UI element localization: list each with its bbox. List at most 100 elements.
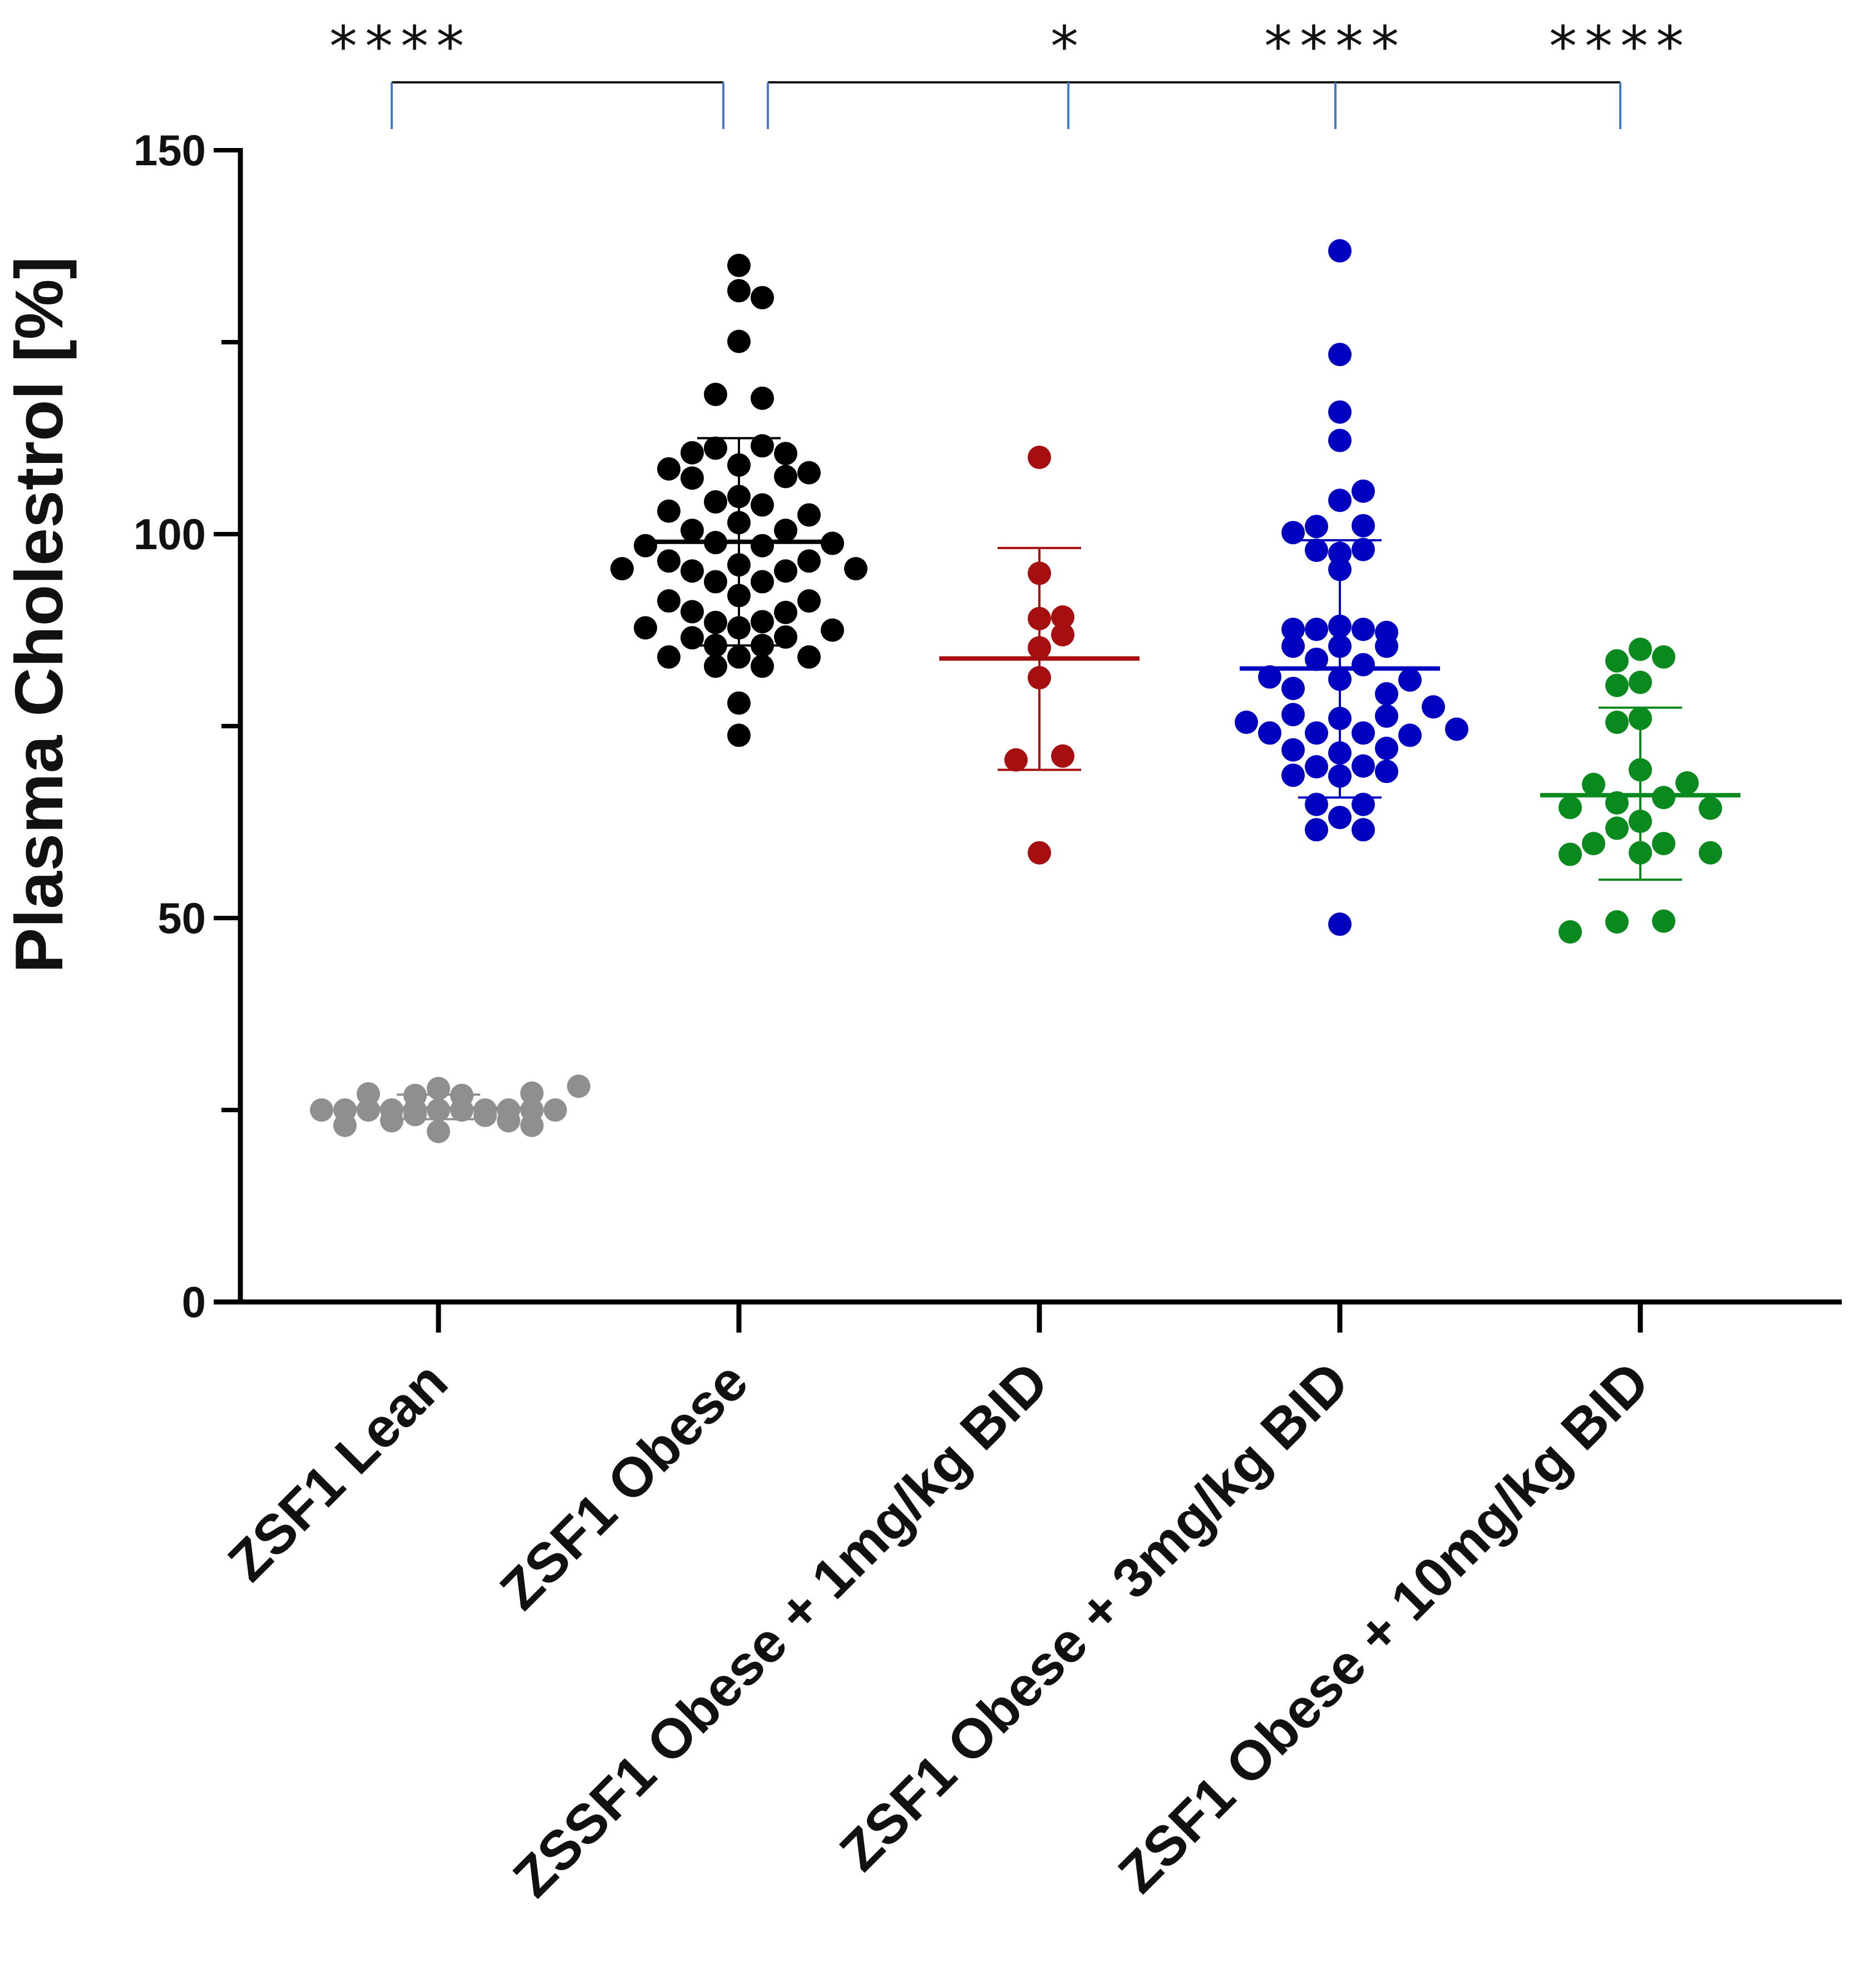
data-point [751, 285, 774, 309]
data-point [1051, 623, 1074, 647]
data-point [1605, 910, 1629, 934]
data-point [774, 442, 797, 466]
data-point [1605, 649, 1629, 673]
data-point [1675, 771, 1699, 795]
data-point [1305, 618, 1328, 642]
data-point [1051, 605, 1074, 629]
data-point [1281, 634, 1305, 658]
data-point [751, 493, 774, 517]
data-point [680, 600, 704, 624]
data-point [797, 461, 821, 485]
data-point [1028, 666, 1051, 690]
data-point [1328, 764, 1352, 788]
data-point [1305, 721, 1328, 745]
data-point [1629, 670, 1652, 694]
data-point [1281, 677, 1305, 701]
data-point [1375, 759, 1398, 783]
data-point [1605, 816, 1629, 840]
data-point [1305, 515, 1328, 539]
data-point [751, 434, 774, 458]
data-point [727, 329, 751, 353]
data-point [1028, 606, 1051, 630]
data-point [1352, 537, 1375, 561]
data-point [680, 441, 704, 465]
data-point [1258, 721, 1281, 745]
data-point [1281, 763, 1305, 787]
data-point [1328, 806, 1352, 830]
data-point [680, 466, 704, 490]
data-point [1629, 841, 1652, 865]
data-point [1652, 832, 1675, 856]
data-point [704, 654, 727, 678]
data-point [1328, 707, 1352, 731]
y-tick-label: 50 [157, 894, 206, 943]
data-point [797, 549, 821, 573]
data-point [1328, 400, 1352, 424]
data-point [1652, 786, 1675, 810]
data-point [403, 1083, 427, 1107]
data-point [1328, 741, 1352, 765]
data-point [310, 1098, 333, 1122]
data-point [1375, 737, 1398, 761]
data-point [774, 519, 797, 542]
data-point [1398, 668, 1422, 692]
data-point [1629, 810, 1652, 833]
data-point [680, 519, 704, 542]
data-point [727, 511, 751, 535]
data-point [751, 654, 774, 678]
data-point [704, 570, 727, 594]
data-point [774, 465, 797, 489]
data-point [727, 279, 751, 303]
data-point [427, 1077, 450, 1101]
data-point [357, 1082, 380, 1106]
data-point [1328, 634, 1352, 658]
data-point [1352, 721, 1375, 745]
data-point [634, 534, 657, 558]
significance-label: **** [1264, 14, 1407, 79]
data-point [1328, 343, 1352, 367]
data-point [727, 254, 751, 277]
data-point [1328, 667, 1352, 691]
data-point [1352, 653, 1375, 677]
data-point [1305, 755, 1328, 779]
data-point [727, 691, 751, 715]
data-point [1305, 647, 1328, 671]
data-point [1328, 541, 1352, 565]
data-point [450, 1083, 474, 1107]
data-point [610, 557, 634, 581]
data-point [797, 589, 821, 613]
data-point [774, 600, 797, 624]
data-point [1422, 695, 1445, 719]
data-point [704, 382, 727, 406]
data-point [1004, 748, 1028, 772]
data-point [1051, 744, 1074, 768]
data-point [727, 616, 751, 640]
error-bars [397, 437, 1682, 1121]
data-point [774, 625, 797, 649]
y-tick-label: 0 [182, 1277, 206, 1326]
data-point [567, 1074, 590, 1098]
data-point [1328, 912, 1352, 936]
data-point [751, 386, 774, 410]
significance-brackets: **** * **** **** [329, 14, 1684, 129]
data-point [1305, 792, 1328, 816]
data-point [1028, 561, 1051, 585]
data-point [657, 457, 680, 481]
data-point [1328, 239, 1352, 263]
x-category-label: ZSF1 Obese [489, 1350, 760, 1621]
data-point [657, 499, 680, 523]
data-point [1352, 479, 1375, 503]
data-point [704, 610, 727, 634]
data-point [797, 645, 821, 669]
data-point [427, 1119, 450, 1143]
data-point [1305, 538, 1328, 562]
data-point [657, 589, 680, 613]
data-points [310, 239, 1740, 1143]
x-category-label: ZSF1 Obese + 10mg/kg BID [1107, 1350, 1661, 1905]
data-point [727, 584, 751, 608]
data-point [751, 610, 774, 634]
data-point [1375, 682, 1398, 706]
data-point [544, 1098, 567, 1122]
data-point [1699, 796, 1722, 820]
data-point [821, 618, 844, 642]
